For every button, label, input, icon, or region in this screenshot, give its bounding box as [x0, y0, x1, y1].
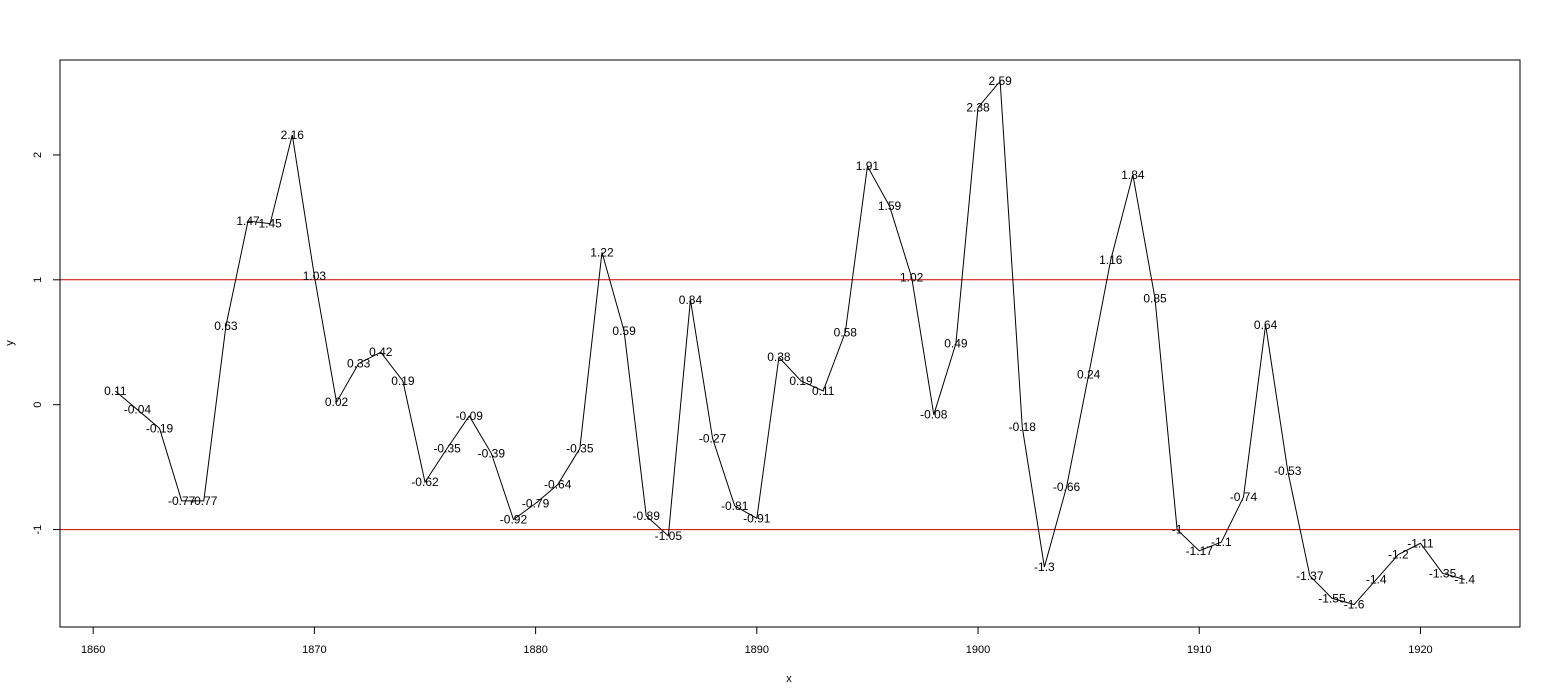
plot-area-border [59, 59, 1521, 628]
series-line [114, 79, 1465, 606]
data-point-label: 0.63 [214, 319, 238, 333]
data-point-label: 0.49 [944, 337, 968, 351]
y-axis: -1 0 1 2 [32, 152, 61, 535]
x-tick-label: 1890 [745, 644, 769, 656]
data-point-label: -0.08 [920, 408, 948, 422]
data-point-label: -1.11 [1407, 536, 1434, 550]
data-point-label: -0.92 [500, 513, 528, 527]
x-tick-label: 1880 [523, 644, 547, 656]
data-point-label: -0.81 [721, 499, 749, 513]
data-point-label: -1.4 [1454, 573, 1475, 587]
data-point-label: -1.17 [1186, 544, 1214, 558]
data-point-label: 1.91 [856, 159, 880, 173]
data-point-label: 1.84 [1121, 168, 1145, 182]
data-point-label: -1.4 [1366, 573, 1387, 587]
data-point-label: 1.16 [1099, 253, 1123, 267]
data-point-label: -0.77 [190, 494, 218, 508]
data-series [114, 79, 1465, 606]
data-point-label: 0.42 [369, 345, 393, 359]
data-point-label: -0.09 [456, 409, 484, 423]
data-point-label: -1 [1172, 523, 1183, 537]
data-point-label: -1.6 [1344, 598, 1365, 612]
data-point-label: 0.33 [347, 356, 371, 370]
data-point-label: -1.37 [1296, 569, 1324, 583]
x-tick-label: 1920 [1408, 644, 1432, 656]
data-point-label: -1.1 [1211, 535, 1232, 549]
data-point-label: -0.53 [1274, 464, 1302, 478]
data-point-label: 0.58 [834, 325, 858, 339]
data-point-label: 2.16 [281, 128, 305, 142]
y-tick-label: -1 [32, 525, 44, 535]
data-point-label: 0.24 [1077, 368, 1101, 382]
data-point-label: 1.47 [236, 214, 260, 228]
data-point-label: 0.38 [767, 350, 791, 364]
data-point-label: -0.39 [478, 446, 506, 460]
data-point-label: 0.19 [789, 374, 813, 388]
data-point-label: -0.35 [566, 441, 594, 455]
data-point-label: -0.66 [1053, 480, 1081, 494]
data-point-label: 1.59 [878, 199, 902, 213]
point-labels: 0.11 -0.04 -0.19 -0.77-0.77 0.63 1.471.45 2.16… [104, 74, 1475, 611]
data-point-label: 2.59 [988, 74, 1012, 88]
data-point-label: -0.18 [1009, 420, 1037, 434]
y-tick-label: 0 [32, 402, 44, 408]
data-point-label: 0.59 [612, 324, 636, 338]
data-point-label: -0.89 [633, 509, 661, 523]
data-point-label: -0.62 [411, 475, 439, 489]
x-tick-label: 1860 [81, 644, 105, 656]
data-point-label: 0.64 [1254, 318, 1278, 332]
data-point-label: 1.03 [303, 269, 327, 283]
data-point-label: -1.35 [1429, 566, 1457, 580]
data-point-label: -1.55 [1318, 591, 1346, 605]
x-axis: 1860 1870 1880 1890 1900 1910 1920 [81, 626, 1433, 656]
data-point-label: -1.2 [1388, 548, 1409, 562]
data-point-label: -0.19 [146, 421, 174, 435]
data-point-label: -0.64 [544, 478, 572, 492]
data-point-label: 0.02 [325, 395, 349, 409]
data-point-label: 1.02 [900, 270, 924, 284]
x-tick-label: 1900 [966, 644, 990, 656]
data-point-label: -0.27 [699, 431, 727, 445]
y-tick-label: 2 [32, 152, 44, 158]
y-tick-label: 1 [32, 277, 44, 283]
reference-lines [60, 279, 1520, 531]
data-point-label: 1.45 [258, 217, 282, 231]
data-point-label: -1.3 [1034, 560, 1055, 574]
y-axis-label: y [4, 340, 16, 346]
x-axis-label: x [786, 673, 792, 685]
data-point-label: -0.91 [743, 511, 771, 525]
data-point-label: 0.85 [1143, 292, 1167, 306]
data-point-label: -0.04 [124, 403, 152, 417]
data-point-label: 2.38 [966, 100, 990, 114]
x-tick-label: 1870 [302, 644, 326, 656]
data-point-label: -0.74 [1230, 490, 1258, 504]
data-point-label: -1.05 [655, 529, 683, 543]
x-tick-label: 1910 [1187, 644, 1211, 656]
data-point-label: 0.19 [391, 374, 415, 388]
data-point-label: 1.22 [590, 245, 614, 259]
data-point-label: -0.35 [433, 441, 461, 455]
data-point-label: -0.77 [168, 494, 196, 508]
data-point-label: 0.11 [104, 384, 127, 398]
data-point-label: 0.11 [812, 384, 835, 398]
data-point-label: -0.79 [522, 496, 550, 510]
data-point-label: 0.84 [679, 293, 703, 307]
